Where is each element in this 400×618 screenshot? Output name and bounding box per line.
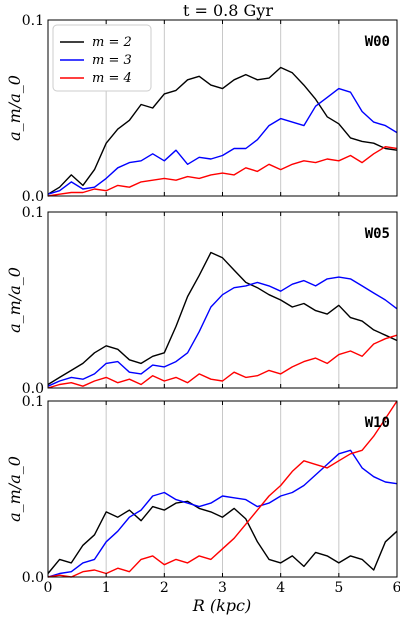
y-tick-label: 0.1 xyxy=(22,205,44,221)
figure-title: t = 0.8 Gyr xyxy=(183,1,273,20)
y-axis-label: a_m/a_0 xyxy=(5,267,24,333)
series-line xyxy=(47,251,398,386)
series-line xyxy=(47,449,398,578)
series-line xyxy=(47,87,398,195)
x-tick-label: 3 xyxy=(218,580,227,596)
y-tick-label: 0.1 xyxy=(22,13,44,29)
series-line xyxy=(47,276,398,387)
series-line xyxy=(47,145,398,197)
panel-W05: 0.0 0.1 W05 a_m/a_0 xyxy=(5,205,398,397)
panel-label: W00 xyxy=(365,34,390,50)
y-tick-label: 0.0 xyxy=(22,189,44,205)
series-line xyxy=(47,334,398,389)
legend-label: m = 2 xyxy=(92,35,132,50)
y-tick-label: 0.1 xyxy=(22,394,44,410)
y-tick-label: 0.0 xyxy=(22,570,44,586)
legend-label: m = 3 xyxy=(92,53,132,68)
x-tick-label: 0 xyxy=(44,580,53,596)
x-axis-label: R (kpc) xyxy=(192,596,252,615)
x-tick-label: 4 xyxy=(276,580,285,596)
y-axis-label: a_m/a_0 xyxy=(5,75,24,141)
y-axis-label: a_m/a_0 xyxy=(5,456,24,522)
panel-W00: 0.0 0.1 W00 a_m/a_0 m = 2 m = 3 m = 4 xyxy=(5,13,398,205)
x-tick-label: 6 xyxy=(393,580,400,596)
series-line xyxy=(47,66,398,195)
y-tick-label: 0.0 xyxy=(22,381,44,397)
series-line xyxy=(47,500,398,574)
x-tick-label: 5 xyxy=(334,580,343,596)
x-tick-label: 2 xyxy=(160,580,169,596)
legend: m = 2 m = 3 m = 4 xyxy=(52,24,152,92)
panel-label: W05 xyxy=(365,226,390,242)
x-tick-label: 1 xyxy=(102,580,111,596)
panel-W10: 0 1 2 3 4 5 6 0.0 0.1 W10 a_m/a_0 xyxy=(5,394,400,596)
panel-label: W10 xyxy=(365,415,390,431)
legend-label: m = 4 xyxy=(92,71,132,86)
